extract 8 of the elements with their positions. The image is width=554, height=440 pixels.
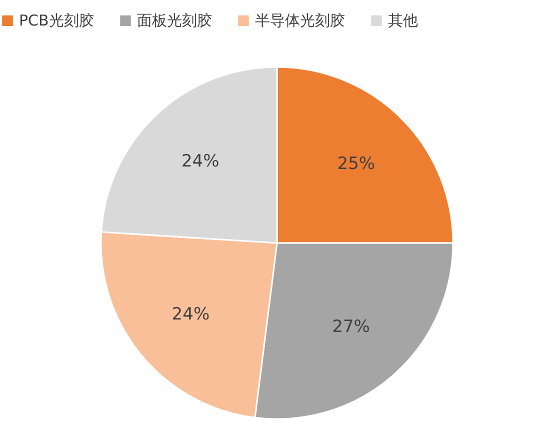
legend-label: 面板光刻胶 [137, 12, 212, 30]
data-label: 24% [172, 304, 210, 324]
data-label: 25% [337, 154, 376, 174]
legend-label: 其他 [388, 12, 418, 30]
legend-label: PCB光刻胶 [19, 12, 94, 30]
data-label: 27% [332, 317, 370, 338]
data-label: 24% [181, 151, 220, 172]
legend-label: 半导体光刻胶 [255, 12, 345, 30]
